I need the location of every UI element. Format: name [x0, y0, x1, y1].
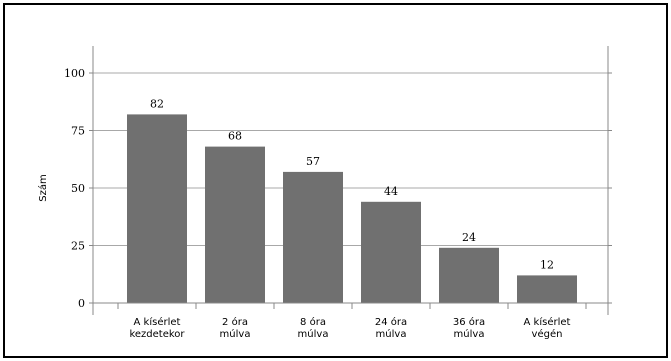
x-category-label: 36 óra — [453, 316, 485, 328]
x-category-label: 2 óra — [222, 316, 248, 328]
bar — [283, 171, 343, 303]
y-tick-label: 75 — [71, 125, 85, 138]
bar — [517, 275, 577, 303]
bar — [127, 114, 187, 304]
x-category-label: múlva — [298, 328, 329, 340]
data-label: 24 — [462, 231, 476, 244]
bar — [439, 247, 499, 303]
x-category-label: végén — [532, 328, 563, 340]
y-axis-label: Szám — [37, 174, 49, 201]
bar — [361, 201, 421, 303]
bar — [205, 146, 265, 303]
data-labels: 82 68 57 44 24 12 — [150, 97, 554, 271]
y-tick-label: 50 — [71, 182, 85, 195]
x-category-label: 24 óra — [375, 316, 407, 328]
bars — [127, 114, 577, 304]
y-tick-label: 100 — [64, 67, 85, 80]
data-label: 12 — [540, 258, 554, 271]
y-axis-ticks: 0 25 50 75 100 — [64, 67, 612, 310]
data-label: 57 — [306, 155, 320, 168]
data-label: 68 — [228, 130, 242, 143]
x-category-label: múlva — [220, 328, 251, 340]
x-category-label: A kísérlet — [134, 316, 181, 328]
data-label: 82 — [150, 97, 164, 110]
data-label: 44 — [384, 185, 398, 198]
x-category-label: kezdetekor — [129, 329, 185, 340]
x-category-label: múlva — [376, 328, 407, 340]
y-tick-label: 0 — [78, 297, 85, 310]
x-category-label: múlva — [454, 328, 485, 340]
x-category-label: A kísérlet — [524, 316, 571, 328]
y-tick-label: 25 — [71, 240, 85, 253]
x-category-label: 8 óra — [300, 316, 326, 328]
